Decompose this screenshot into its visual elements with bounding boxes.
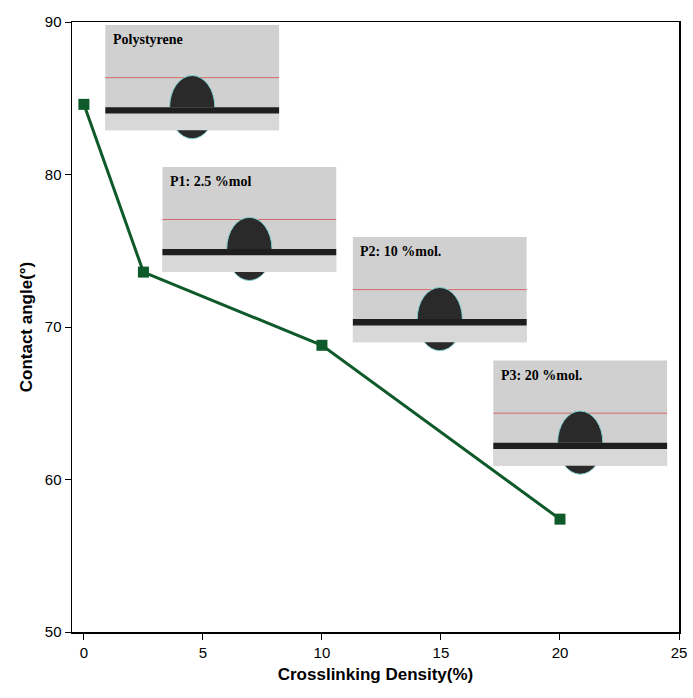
svg-text:15: 15 [433, 644, 450, 661]
svg-text:5: 5 [199, 644, 207, 661]
svg-text:70: 70 [45, 318, 62, 335]
svg-text:20: 20 [552, 644, 569, 661]
svg-text:P1: 2.5 %mol: P1: 2.5 %mol [170, 174, 251, 189]
svg-text:Contact angle(°): Contact angle(°) [17, 262, 36, 393]
svg-text:50: 50 [45, 623, 62, 640]
svg-text:0: 0 [80, 644, 88, 661]
svg-text:90: 90 [45, 13, 62, 30]
svg-text:P3: 20 %mol.: P3: 20 %mol. [501, 368, 582, 383]
svg-text:10: 10 [314, 644, 331, 661]
svg-text:80: 80 [45, 166, 62, 183]
svg-text:P2: 10 %mol.: P2: 10 %mol. [360, 244, 441, 259]
svg-text:25: 25 [671, 644, 688, 661]
svg-text:Polystyrene: Polystyrene [113, 32, 183, 47]
svg-text:60: 60 [45, 471, 62, 488]
svg-text:Crosslinking Density(%): Crosslinking Density(%) [278, 665, 474, 684]
